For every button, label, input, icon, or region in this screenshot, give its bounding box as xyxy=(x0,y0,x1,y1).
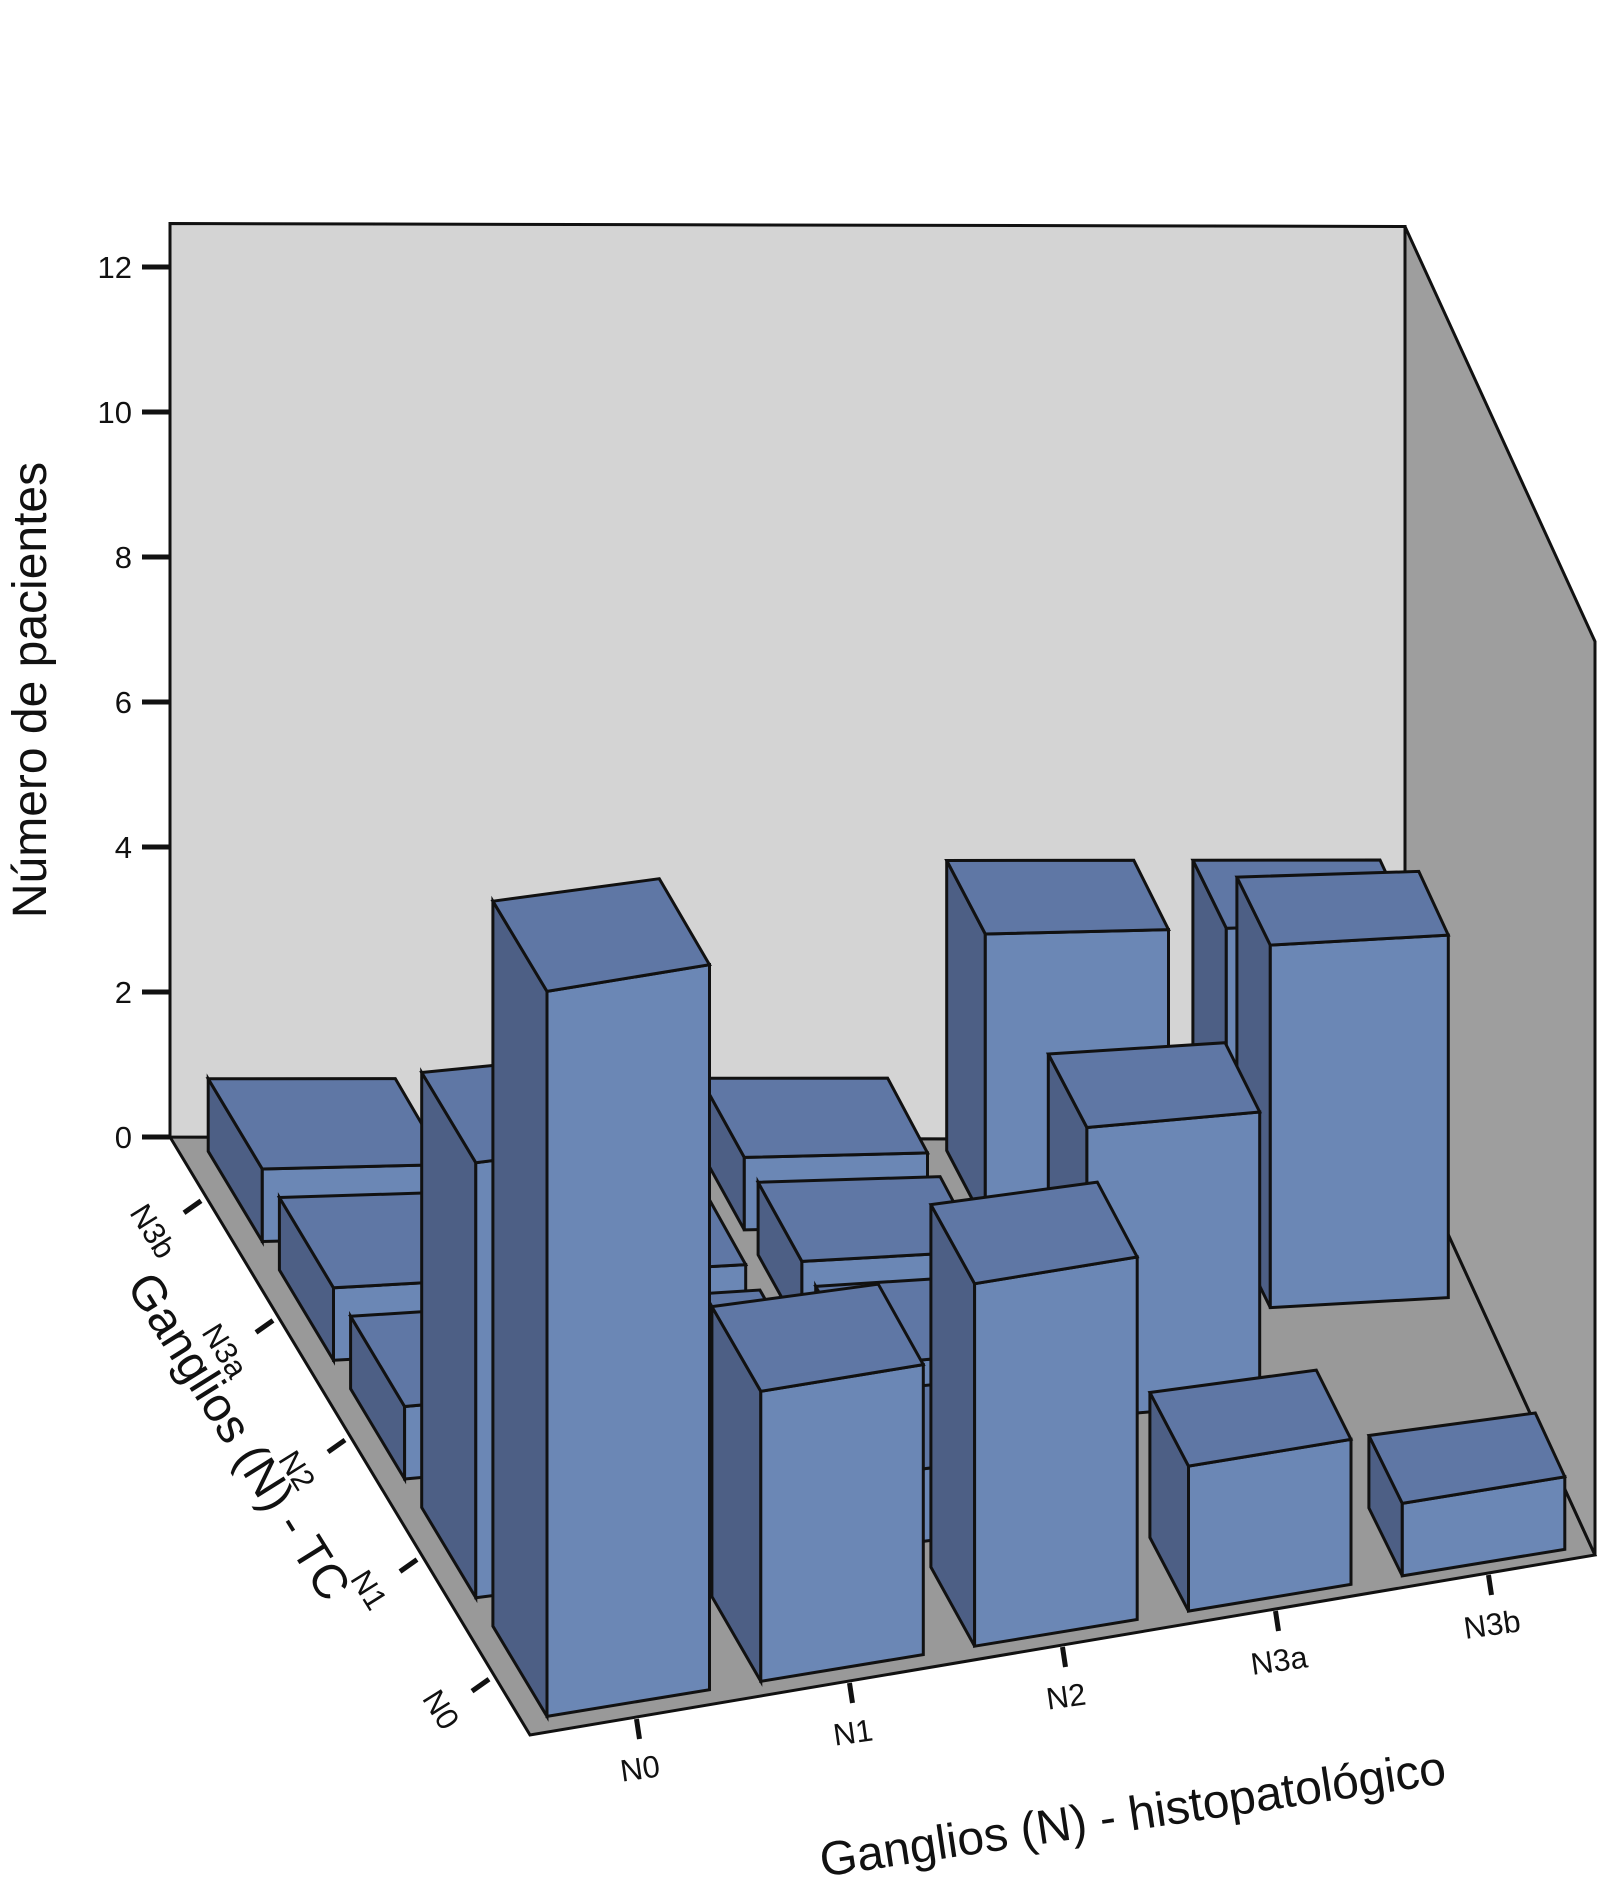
z-tick-label: 10 xyxy=(98,395,132,430)
bar-N3a-N0 xyxy=(1147,1368,1354,1613)
y-tick-label: N3b xyxy=(123,1198,183,1265)
x-tick xyxy=(1060,1646,1068,1668)
y-tick xyxy=(254,1318,275,1335)
z-axis-title: Número de pacientes xyxy=(4,462,57,918)
z-tick-label: 6 xyxy=(115,685,132,720)
bar-front-face xyxy=(759,1362,925,1684)
bar-N0-N0 xyxy=(490,877,712,1722)
z-tick-label: 2 xyxy=(115,975,132,1010)
bar-top-face xyxy=(1234,869,1451,947)
y-tick xyxy=(326,1437,347,1455)
bar-top-face xyxy=(1045,1041,1263,1130)
bar-top-face xyxy=(709,1282,926,1393)
x-tick-label: N3b xyxy=(1461,1603,1522,1646)
z-tick-label: 12 xyxy=(98,250,132,285)
z-tick-label: 8 xyxy=(115,540,132,575)
bar-N1-N0 xyxy=(709,1282,926,1687)
x-tick xyxy=(847,1682,855,1704)
x-axis: N0 N1 N2 N3a N3b xyxy=(618,1574,1523,1789)
x-tick-label: N1 xyxy=(831,1713,875,1753)
x-axis-title: Ganglios (N) - histopatológico xyxy=(816,1742,1449,1888)
x-tick xyxy=(1486,1574,1494,1596)
x-tick-label: N2 xyxy=(1044,1677,1088,1717)
bar-front-face xyxy=(545,962,711,1719)
bar-N3b-N3a xyxy=(1234,869,1451,1310)
bar-front-face xyxy=(973,1255,1139,1648)
z-axis: 0 2 4 6 8 10 12 xyxy=(98,250,170,1155)
x-tick-label: N3a xyxy=(1248,1639,1310,1682)
y-tick xyxy=(182,1198,203,1215)
bar-top-face xyxy=(1366,1411,1567,1506)
bar-front-face xyxy=(1268,933,1450,1310)
bar-N3b-N0 xyxy=(1366,1411,1567,1578)
y-tick-label: N0 xyxy=(416,1684,467,1736)
x-tick-label: N0 xyxy=(618,1749,662,1789)
bars-group xyxy=(205,858,1567,1722)
x-tick xyxy=(1273,1610,1281,1632)
x-tick xyxy=(634,1718,642,1740)
bar-top-face xyxy=(944,858,1171,936)
y-tick xyxy=(470,1677,491,1694)
bar-top-face xyxy=(490,877,712,994)
bar-top-face xyxy=(928,1180,1140,1286)
bar-top-face xyxy=(1147,1368,1354,1468)
z-tick-label: 0 xyxy=(115,1120,132,1155)
z-tick-label: 4 xyxy=(115,830,132,865)
y-tick xyxy=(398,1557,419,1574)
bar-N2-N0 xyxy=(928,1180,1140,1648)
bar-front-face xyxy=(1187,1437,1353,1613)
bar-top-face xyxy=(698,1076,930,1159)
bar-side-face xyxy=(491,895,549,1722)
